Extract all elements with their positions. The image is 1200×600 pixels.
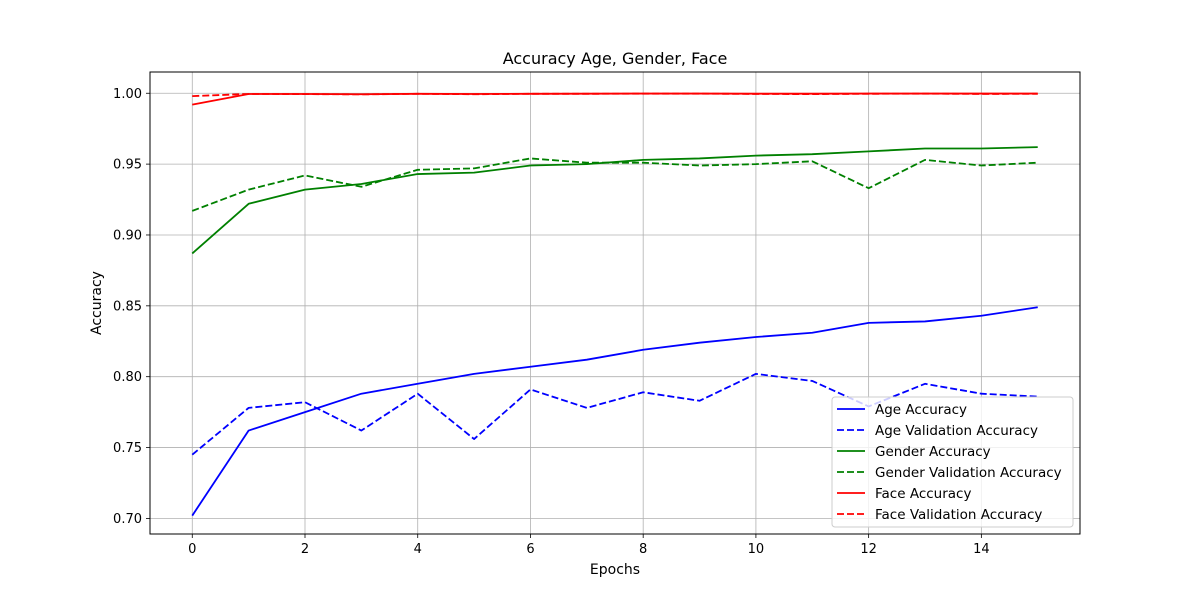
y-tick-label: 0.75 bbox=[113, 441, 142, 456]
legend-label: Gender Validation Accuracy bbox=[875, 465, 1062, 481]
legend-label: Age Validation Accuracy bbox=[875, 423, 1038, 439]
series-line-6 bbox=[192, 92, 1038, 97]
legend-label: Gender Accuracy bbox=[875, 444, 991, 460]
series-line-4 bbox=[191, 157, 1038, 212]
y-tick-label: 0.95 bbox=[113, 158, 142, 173]
x-tick-label: 12 bbox=[860, 542, 877, 557]
series-line-1 bbox=[191, 306, 1038, 517]
y-tick-label: 0.80 bbox=[113, 370, 142, 385]
series-line-2 bbox=[191, 372, 1038, 456]
x-tick-label: 14 bbox=[973, 542, 990, 557]
plot-frame bbox=[149, 71, 1081, 535]
series-layer bbox=[191, 92, 1038, 517]
x-tick-label: 6 bbox=[526, 542, 534, 557]
y-tick-label: 0.85 bbox=[113, 299, 142, 314]
x-tick-label: 4 bbox=[414, 542, 422, 557]
y-tick-label: 0.70 bbox=[113, 512, 142, 527]
ticks: 0 2 4 6 8 10 12 14 0.70 0.75 0.80 0.85 0.90 0.95 1.00 bbox=[113, 87, 990, 557]
legend-label: Face Accuracy bbox=[875, 486, 971, 502]
chart-title: Accuracy Age, Gender, Face bbox=[503, 49, 728, 68]
legend-label: Face Validation Accuracy bbox=[875, 507, 1042, 523]
x-axis-label: Epochs bbox=[590, 562, 640, 578]
legend-box bbox=[831, 396, 1074, 528]
x-tick-label: 8 bbox=[639, 542, 647, 557]
x-tick-label: 2 bbox=[301, 542, 309, 557]
y-tick-label: 1.00 bbox=[113, 87, 142, 102]
legend: Age Accuracy Age Validation Accuracy Gende… bbox=[831, 396, 1074, 528]
x-tick-label: 0 bbox=[188, 542, 196, 557]
y-tick-label: 0.90 bbox=[113, 228, 142, 243]
x-tick-label: 10 bbox=[748, 542, 765, 557]
legend-label: Age Accuracy bbox=[875, 402, 967, 418]
y-axis-label: Accuracy bbox=[89, 271, 105, 335]
